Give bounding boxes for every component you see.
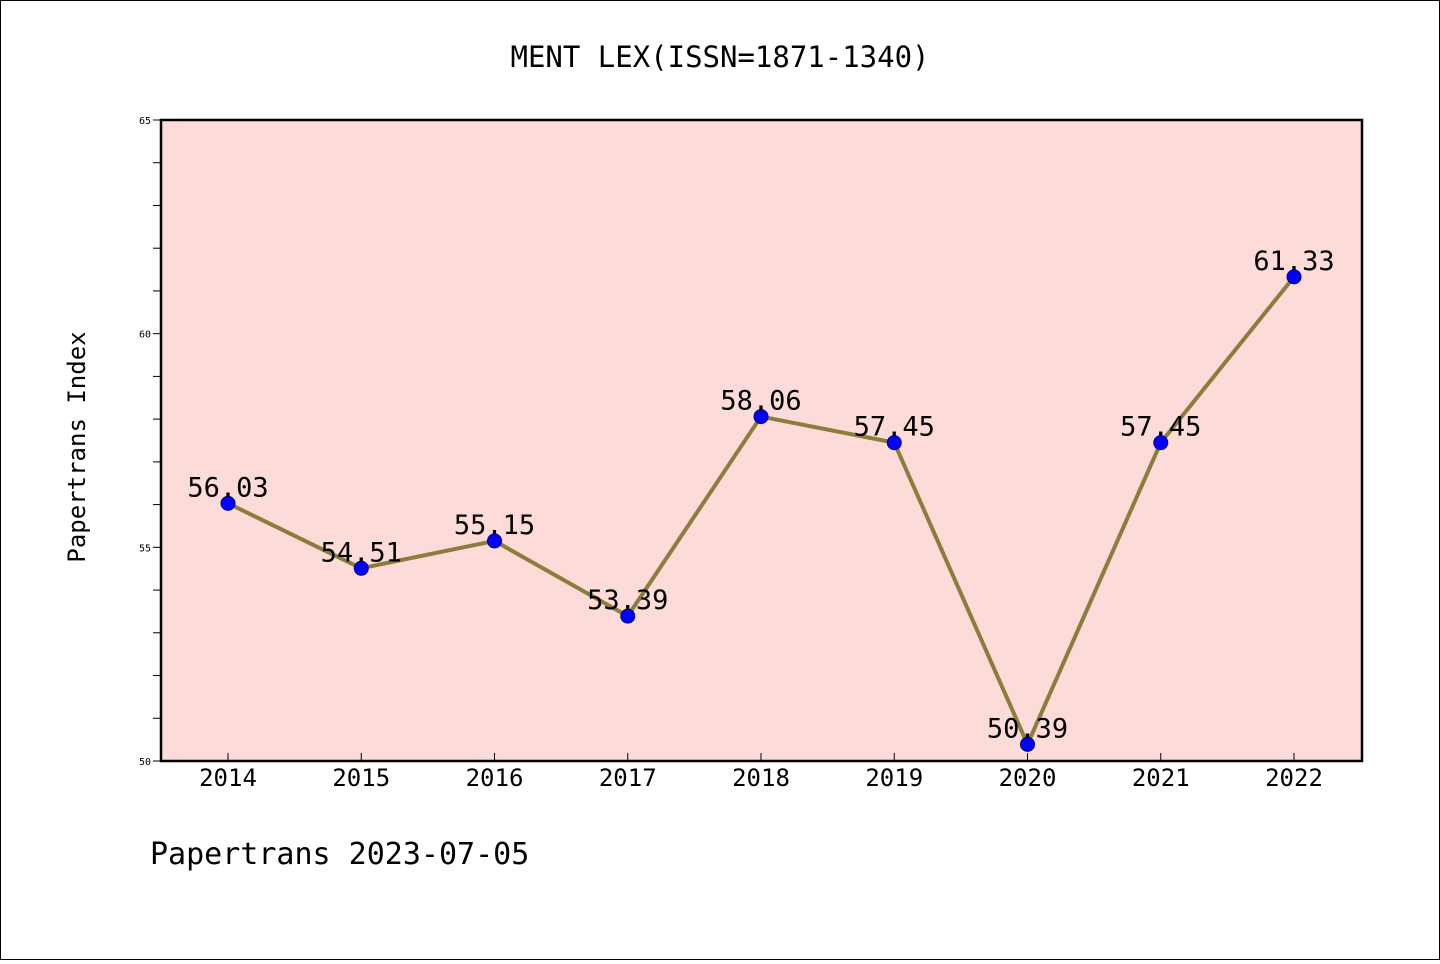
y-axis: 50 55 60 65 xyxy=(139,116,161,768)
x-axis: 2014 2015 2016 2017 2018 2019 2020 2021 2022 xyxy=(199,753,1323,792)
data-point xyxy=(487,533,502,549)
x-tick-label: 2016 xyxy=(466,764,524,792)
x-tick-label: 2020 xyxy=(999,764,1057,792)
y-tick-label: 60 xyxy=(139,330,151,341)
x-tick-label: 2022 xyxy=(1265,764,1323,792)
data-label: 56.03 xyxy=(187,472,268,503)
x-tick-label: 2014 xyxy=(199,764,257,792)
data-label: 55.15 xyxy=(454,510,535,541)
y-axis-label: Papertrans Index xyxy=(63,331,91,562)
data-point xyxy=(353,560,369,576)
x-tick-label: 2018 xyxy=(732,764,790,792)
plot-border xyxy=(159,118,1364,763)
data-point xyxy=(753,409,769,425)
x-tick-label: 2019 xyxy=(865,764,923,792)
x-tick-label: 2021 xyxy=(1132,764,1190,792)
y-tick-label: 55 xyxy=(139,543,151,554)
data-labels-group: 56.03 54.51 55.15 53.39 58.06 57.45 50.39 57.45… xyxy=(187,246,1334,745)
data-label: 57.45 xyxy=(854,412,935,443)
data-label: 61.33 xyxy=(1253,246,1334,277)
data-point xyxy=(1286,269,1302,285)
y-tick-label: 65 xyxy=(139,116,151,127)
x-tick-label: 2015 xyxy=(332,764,390,792)
data-label: 53.39 xyxy=(587,585,668,616)
data-label: 58.06 xyxy=(720,386,801,417)
footer-text: Papertrans 2023-07-05 xyxy=(150,837,529,872)
data-label: 50.39 xyxy=(987,713,1068,744)
data-point xyxy=(620,608,636,624)
data-label: 57.45 xyxy=(1120,412,1201,443)
data-point xyxy=(1153,435,1169,451)
data-point xyxy=(1020,736,1035,752)
markers-group xyxy=(220,269,1302,752)
data-label: 54.51 xyxy=(321,537,402,568)
x-tick-label: 2017 xyxy=(599,764,657,792)
y-tick-label: 50 xyxy=(139,757,151,768)
chart-title: MENT LEX(ISSN=1871-1340) xyxy=(510,40,929,74)
data-point xyxy=(886,435,902,451)
data-point xyxy=(220,495,236,511)
